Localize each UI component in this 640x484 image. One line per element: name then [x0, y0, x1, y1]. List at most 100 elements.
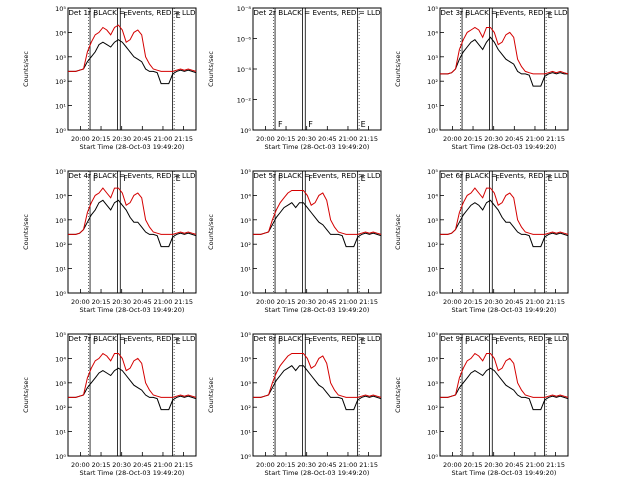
plot-frame — [252, 7, 382, 131]
series-line-events — [253, 365, 382, 411]
x-tick-label: 20:00 — [256, 298, 275, 306]
x-axis-label: Start Time (28-Oct-03 19:49:20) — [452, 143, 557, 151]
y-tick-label: 10¹ — [240, 266, 251, 274]
x-tick-label: 21:15 — [546, 461, 565, 469]
marker-label: F — [308, 120, 313, 129]
x-axis-label: Start Time (28-Oct-03 19:49:20) — [80, 469, 185, 477]
y-tick-label: 10¹ — [55, 429, 66, 437]
y-axis-label: Counts/sec — [207, 51, 215, 87]
x-axis-label: Start Time (28-Oct-03 19:49:20) — [265, 469, 370, 477]
series-line-lld — [68, 352, 197, 398]
panel-det-7: Det 7r BLACK = Events, RED = LLD 10⁰ 10¹ 10… — [22, 331, 197, 477]
y-tick-label: 10⁵ — [55, 168, 66, 176]
x-tick-label: 21:15 — [359, 298, 378, 306]
x-tick-label: 21:00 — [526, 135, 545, 143]
y-tick-label: 10³ — [427, 217, 438, 225]
chart-title: Det 8r BLACK = Events, RED = LLD — [253, 334, 381, 343]
marker-label: F — [278, 120, 283, 129]
series-line-events — [68, 39, 197, 85]
series-line-lld — [253, 353, 382, 398]
x-axis-label: Start Time (28-Oct-03 19:49:20) — [80, 306, 185, 314]
x-tick-label: 20:45 — [318, 298, 337, 306]
y-tick-label: 10¹ — [55, 103, 66, 111]
series-line-events — [68, 367, 197, 411]
y-tick-label: 10⁻⁸ — [237, 5, 252, 13]
chart-title: Det 4r BLACK = Events, RED = LLD — [68, 171, 196, 180]
plot-frame — [439, 170, 569, 294]
plot-frame — [439, 7, 569, 131]
x-tick-label: 20:15 — [277, 461, 296, 469]
marker-label: F — [123, 11, 128, 20]
chart-title: Det 5r BLACK = Events, RED = LLD — [253, 171, 381, 180]
series-line-lld — [440, 352, 569, 398]
x-tick-label: 21:15 — [546, 135, 565, 143]
y-axis-label: Counts/sec — [394, 377, 402, 413]
marker-label: F — [308, 174, 313, 183]
x-tick-label: 21:00 — [154, 461, 173, 469]
marker-label: F — [495, 174, 500, 183]
x-tick-label: 20:30 — [297, 298, 316, 306]
y-tick-label: 10² — [55, 241, 66, 249]
plot-frame — [67, 7, 197, 131]
y-tick-label: 10⁵ — [427, 331, 438, 339]
marker-label: F — [93, 11, 98, 20]
x-axis-label: Start Time (28-Oct-03 19:49:20) — [80, 143, 185, 151]
x-tick-label: 21:15 — [174, 135, 193, 143]
panel-det-3: Det 3r BLACK = Events, RED = LLD 10⁰ 10¹ 10… — [394, 5, 569, 151]
y-tick-label: 10² — [55, 404, 66, 412]
marker-label: E — [361, 337, 366, 346]
series-line-lld — [253, 190, 382, 235]
chart-title: Det 3r BLACK = Events, RED = LLD — [440, 8, 568, 17]
plot-frame — [252, 333, 382, 457]
panel-det-9: Det 9r BLACK = Events, RED = LLD 10⁰ 10¹ 10… — [394, 331, 569, 477]
x-tick-label: 20:00 — [256, 461, 275, 469]
marker-label: F — [93, 174, 98, 183]
series-line-events — [440, 36, 568, 87]
marker-label: E — [548, 174, 553, 183]
marker-label: F — [465, 337, 470, 346]
x-axis-label: Start Time (28-Oct-03 19:49:20) — [265, 143, 370, 151]
chart-title: Det 7r BLACK = Events, RED = LLD — [68, 334, 196, 343]
y-axis-label: Counts/sec — [394, 51, 402, 87]
series-line-lld — [440, 26, 569, 75]
y-tick-label: 10⁴ — [427, 355, 438, 363]
series-line-events — [440, 199, 569, 248]
series-line-events — [440, 367, 569, 411]
x-tick-label: 21:00 — [339, 135, 358, 143]
y-tick-label: 10⁴ — [427, 192, 438, 200]
x-tick-label: 21:00 — [339, 298, 358, 306]
marker-label: F — [123, 174, 128, 183]
y-axis-label: Counts/sec — [22, 51, 30, 87]
panel-det-6: Det 6r BLACK = Events, RED = LLD 10⁰ 10¹ 10… — [394, 168, 569, 314]
y-axis-label: Counts/sec — [207, 377, 215, 413]
y-tick-label: 10³ — [55, 217, 66, 225]
marker-label: F — [495, 337, 500, 346]
y-tick-label: 10⁻⁴ — [237, 66, 252, 74]
x-tick-label: 20:00 — [71, 298, 90, 306]
y-axis-label: Counts/sec — [394, 214, 402, 250]
chart-title: Det 2r BLACK = Events, RED = LLD — [253, 8, 381, 17]
marker-label: E — [548, 337, 553, 346]
x-tick-label: 20:45 — [505, 298, 524, 306]
marker-label: F — [308, 337, 313, 346]
y-tick-label: 10⁵ — [55, 5, 66, 13]
marker-label: F — [93, 337, 98, 346]
x-axis-label: Start Time (28-Oct-03 19:49:20) — [452, 469, 557, 477]
plot-frame — [67, 170, 197, 294]
x-tick-label: 20:15 — [464, 135, 483, 143]
panel-det-2: Det 2r BLACK = Events, RED = LLD 10⁰ 10⁻² 1… — [207, 5, 382, 151]
x-tick-label: 20:45 — [318, 135, 337, 143]
marker-label: F — [278, 174, 283, 183]
y-tick-label: 10⁰ — [55, 290, 66, 298]
y-tick-label: 10⁴ — [55, 29, 66, 37]
panel-det-8: Det 8r BLACK = Events, RED = LLD 10⁰ 10¹ 10… — [207, 331, 382, 477]
x-tick-label: 21:00 — [526, 298, 545, 306]
x-tick-label: 20:45 — [505, 461, 524, 469]
y-tick-label: 10⁰ — [427, 290, 438, 298]
y-tick-label: 10⁰ — [55, 127, 66, 135]
panel-det-1: Det 1r BLACK = Events, RED = LLD 10⁰ 10¹ 10… — [22, 5, 197, 151]
x-tick-label: 20:30 — [484, 461, 503, 469]
marker-label: F — [278, 337, 283, 346]
x-tick-label: 21:15 — [359, 461, 378, 469]
